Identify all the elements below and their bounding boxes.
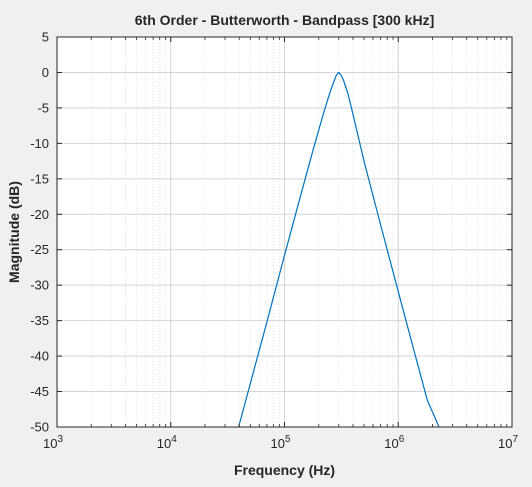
x-axis-label: Frequency (Hz) bbox=[234, 462, 335, 478]
y-tick-label: -35 bbox=[30, 313, 49, 328]
x-tick-labels: 103 104 105 106 107 bbox=[43, 434, 518, 451]
x-tick-label: 103 bbox=[43, 434, 63, 451]
chart-title: 6th Order - Butterworth - Bandpass [300 … bbox=[135, 12, 435, 28]
y-tick-label: -5 bbox=[37, 100, 49, 115]
y-tick-label: -40 bbox=[30, 349, 49, 364]
x-tick-label: 105 bbox=[270, 434, 290, 451]
y-tick-label: -25 bbox=[30, 242, 49, 257]
y-tick-labels: 5 0 -5 -10 -15 -20 -25 -30 -35 -40 -45 -50 bbox=[30, 30, 49, 435]
series-layer bbox=[238, 71, 440, 427]
y-tick-label: -45 bbox=[30, 384, 49, 399]
minor-grid bbox=[90, 37, 508, 427]
tick-marks bbox=[56, 36, 513, 428]
y-tick-label: -50 bbox=[30, 420, 49, 435]
y-tick-label: -30 bbox=[30, 278, 49, 293]
y-tick-label: -15 bbox=[30, 171, 49, 186]
x-tick-label: 106 bbox=[384, 434, 404, 451]
y-tick-label: -20 bbox=[30, 207, 49, 222]
y-axis-label: Magnitude (dB) bbox=[6, 181, 22, 283]
y-tick-label: 5 bbox=[42, 30, 49, 45]
x-tick-label: 104 bbox=[157, 434, 177, 451]
series-line bbox=[238, 71, 440, 427]
y-tick-label: -10 bbox=[30, 136, 49, 151]
y-tick-label: 0 bbox=[42, 65, 49, 80]
x-tick-label: 107 bbox=[498, 434, 518, 451]
